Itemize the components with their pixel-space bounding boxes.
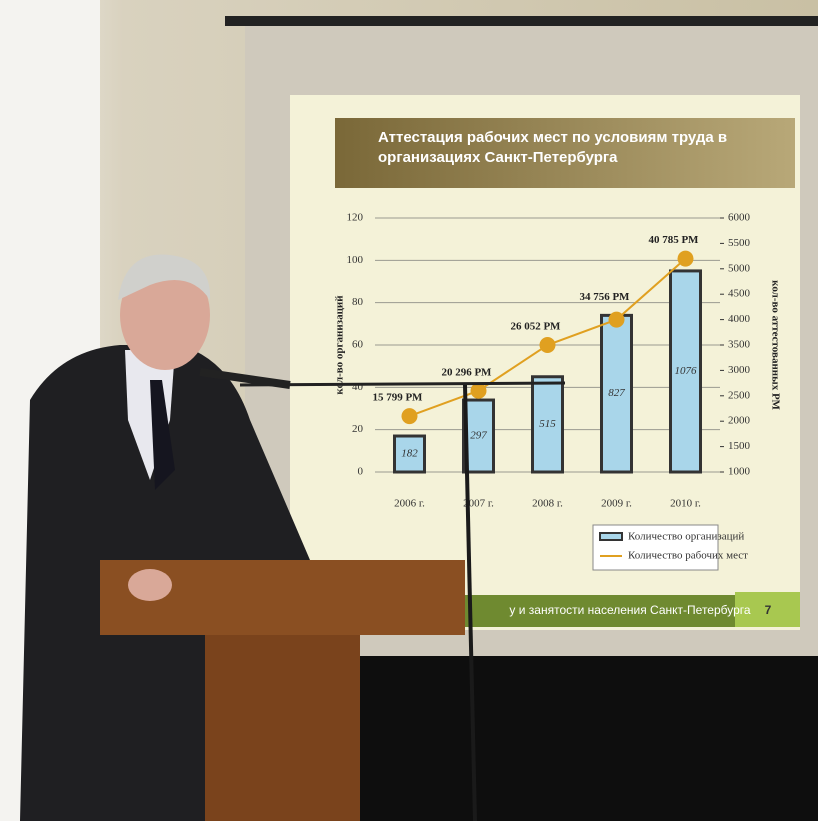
y2-tick-label: 3000 (728, 364, 751, 376)
page-number: 7 (765, 603, 772, 617)
bar-label: 515 (539, 418, 556, 430)
y2-tick-label: 2500 (728, 389, 751, 401)
y-tick-label: 100 (347, 254, 364, 266)
line-point (540, 337, 556, 353)
line-label: 34 756 РМ (580, 291, 631, 303)
footer: у и занятости населения Санкт-Петербурга (509, 603, 751, 617)
x-tick-label: 2008 г. (532, 498, 563, 510)
y-tick-label: 0 (358, 466, 364, 478)
scene: у и занятости населения Санкт-Петербурга… (0, 0, 818, 821)
y2-tick-label: 4000 (728, 313, 751, 325)
y-tick-label: 20 (352, 423, 364, 435)
bar-label: 182 (401, 448, 418, 460)
y2-tick-label: 4500 (728, 288, 751, 300)
stage-dark (360, 656, 818, 821)
y-tick-label: 60 (352, 339, 364, 351)
y2-tick-label: 1500 (728, 440, 751, 452)
podium (205, 635, 360, 821)
y2-tick-label: 6000 (728, 212, 751, 224)
y-tick-label: 120 (347, 212, 364, 224)
y-axis-label: кол-во организаций (334, 295, 346, 395)
photo: у и занятости населения Санкт-Петербурга… (0, 0, 818, 821)
screen-bar (225, 16, 818, 26)
bar-label: 827 (608, 387, 625, 399)
line-point (678, 251, 694, 267)
line-point (609, 312, 625, 328)
y2-tick-label: 5000 (728, 262, 751, 274)
y2-tick-label: 1000 (728, 466, 751, 478)
mic-boom (240, 383, 565, 385)
legend-label: Количество организаций (628, 531, 744, 543)
line-point (402, 408, 418, 424)
x-tick-label: 2006 г. (394, 498, 425, 510)
hand (128, 569, 172, 601)
bar-label: 1076 (675, 365, 698, 377)
y2-tick-label: 3500 (728, 339, 751, 351)
line-label: 40 785 РМ (649, 234, 700, 246)
legend-label: Количество рабочих мест (628, 550, 748, 562)
line-label: 15 799 РМ (373, 392, 424, 404)
bar-label: 297 (470, 430, 487, 442)
y-tick-label: 40 (352, 381, 364, 393)
y-tick-label: 80 (352, 296, 364, 308)
y2-tick-label: 2000 (728, 415, 751, 427)
x-tick-label: 2009 г. (601, 498, 632, 510)
x-tick-label: 2010 г. (670, 498, 701, 510)
line-point (471, 383, 487, 399)
y2-axis-label: кол-во аттестованных РМ (769, 280, 781, 410)
slide-title: Аттестация рабочих мест по условиям труд… (378, 128, 778, 168)
line-label: 26 052 РМ (511, 321, 562, 333)
y2-tick-label: 5500 (728, 237, 751, 249)
line-label: 20 296 РМ (442, 366, 493, 378)
legend-swatch (600, 533, 622, 540)
